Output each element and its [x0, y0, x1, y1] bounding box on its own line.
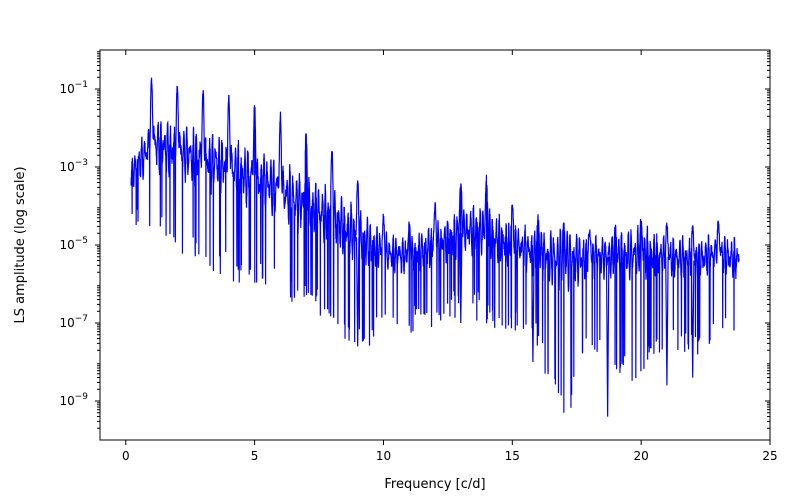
xtick-label: 20: [634, 449, 649, 463]
spectrum-line: [131, 78, 739, 417]
ytick-label: 10−3: [59, 158, 88, 174]
ytick-label: 10−1: [59, 80, 88, 96]
xtick-label: 25: [762, 449, 777, 463]
ytick-label: 10−9: [59, 392, 88, 408]
xtick-label: 15: [505, 449, 520, 463]
xtick-label: 10: [376, 449, 391, 463]
periodogram-chart: 0 5 10 15 20 25 10−9 10−7 10−5 10−3 10−1 Frequency …: [0, 0, 800, 500]
ytick-label: 10−5: [59, 236, 88, 252]
ytick-label: 10−7: [59, 314, 88, 330]
xtick-label: 5: [251, 449, 259, 463]
chart-svg: 0 5 10 15 20 25 10−9 10−7 10−5 10−3 10−1 Frequency …: [0, 0, 800, 500]
y-axis-label: LS amplitude (log scale): [13, 166, 28, 323]
xtick-label: 0: [122, 449, 130, 463]
x-axis-label: Frequency [c/d]: [384, 477, 485, 492]
